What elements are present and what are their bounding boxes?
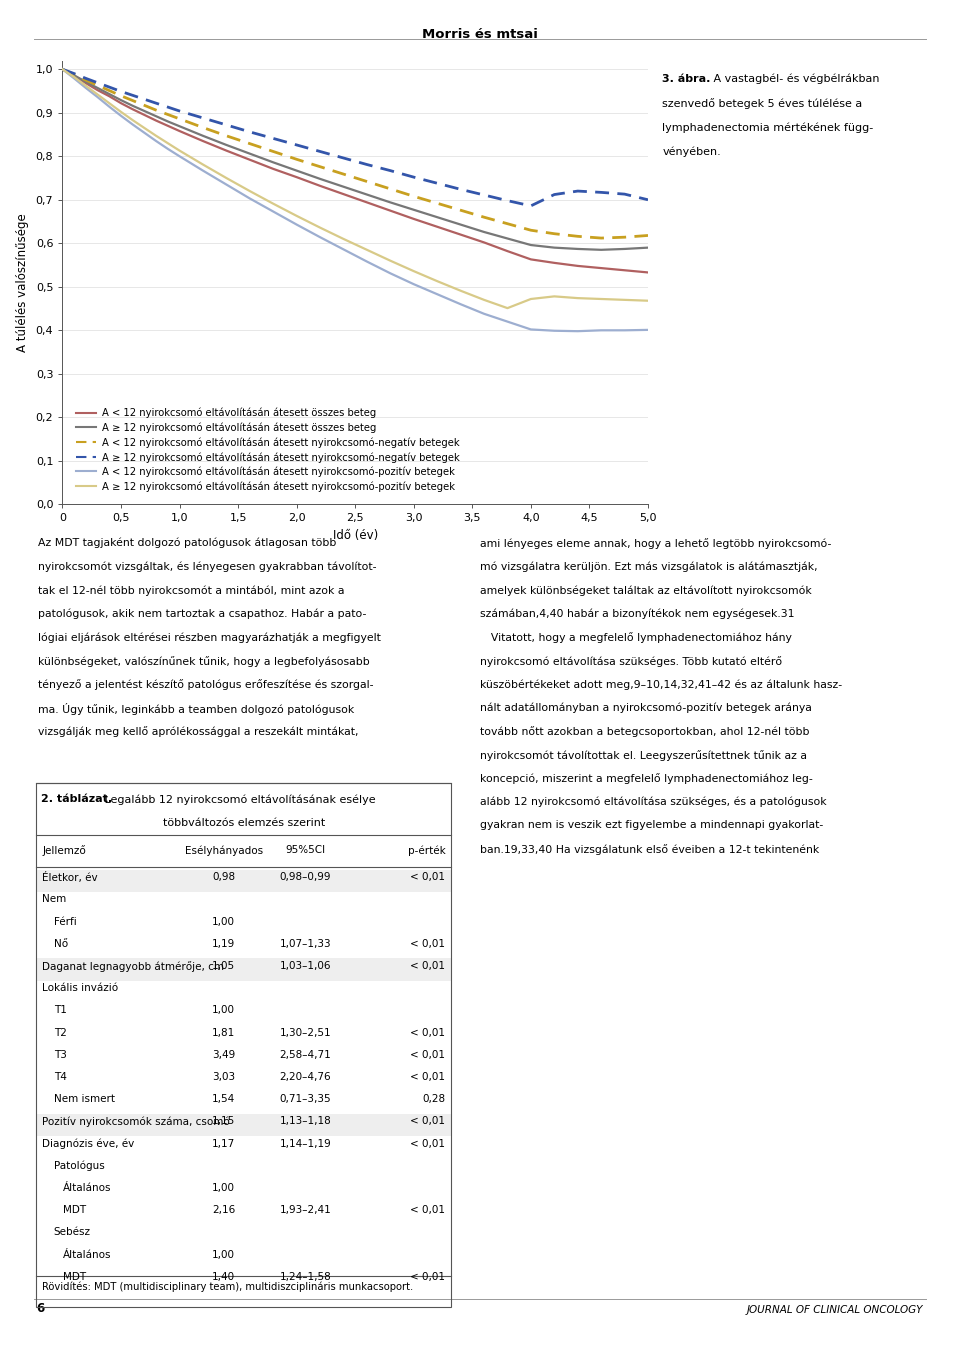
Text: < 0,01: < 0,01 <box>411 960 445 971</box>
Text: 2,20–4,76: 2,20–4,76 <box>279 1072 331 1081</box>
Text: Életkor, év: Életkor, év <box>42 872 98 884</box>
Text: JOURNAL OF CLINICAL ONCOLOGY: JOURNAL OF CLINICAL ONCOLOGY <box>747 1306 924 1315</box>
Text: T2: T2 <box>54 1028 66 1037</box>
Text: Esélyhányados: Esélyhányados <box>184 845 263 855</box>
Text: lymphadenectomia mértékének függ-: lymphadenectomia mértékének függ- <box>662 122 874 133</box>
Text: 1,00: 1,00 <box>212 917 235 927</box>
Text: Rövidítés: MDT (multidisciplinary team), multidiszciplináris munkacsoport.: Rövidítés: MDT (multidisciplinary team),… <box>42 1282 414 1291</box>
Text: nyirokcsomót vizsgáltak, és lényegesen gyakrabban távolítot-: nyirokcsomót vizsgáltak, és lényegesen g… <box>38 562 377 572</box>
Text: amelyek különbségeket találtak az eltávolított nyirokcsomók: amelyek különbségeket találtak az eltávo… <box>480 585 812 596</box>
Text: ban.19,33,40 Ha vizsgálatunk első éveiben a 12-t tekintenénk: ban.19,33,40 Ha vizsgálatunk első éveibe… <box>480 845 819 855</box>
Text: küszöbértékeket adott meg,9–10,14,32,41–42 és az általunk hasz-: küszöbértékeket adott meg,9–10,14,32,41–… <box>480 679 842 690</box>
Text: MDT: MDT <box>63 1272 86 1282</box>
Text: Férfi: Férfi <box>54 917 77 927</box>
Text: Nem: Nem <box>42 894 66 904</box>
Text: szenvedő betegek 5 éves túlélése a: szenvedő betegek 5 éves túlélése a <box>662 98 863 109</box>
Text: < 0,01: < 0,01 <box>411 872 445 882</box>
Text: < 0,01: < 0,01 <box>411 1072 445 1081</box>
Text: 2,58–4,71: 2,58–4,71 <box>279 1050 331 1060</box>
Text: 0,71–3,35: 0,71–3,35 <box>279 1095 331 1104</box>
Text: Jellemző: Jellemző <box>42 845 86 857</box>
Text: < 0,01: < 0,01 <box>411 1050 445 1060</box>
Text: Általános: Általános <box>63 1184 112 1193</box>
Text: 1,19: 1,19 <box>212 939 235 948</box>
Text: tényező a jelentést készítő patológus erőfeszítése és szorgal-: tényező a jelentést készítő patológus er… <box>38 679 373 690</box>
Text: alább 12 nyirokcsomó eltávolítása szükséges, és a patológusok: alább 12 nyirokcsomó eltávolítása szüksé… <box>480 796 827 807</box>
Text: vizsgálják meg kellő aprólékossággal a reszekált mintákat,: vizsgálják meg kellő aprólékossággal a r… <box>38 726 359 737</box>
Text: nyirokcsomót távolítottak el. Leegyszerűsítettnek tűnik az a: nyirokcsomót távolítottak el. Leegyszerű… <box>480 749 807 761</box>
Text: nyirokcsomó eltávolítása szükséges. Több kutató eltérő: nyirokcsomó eltávolítása szükséges. Több… <box>480 655 782 667</box>
Text: 1,54: 1,54 <box>212 1095 235 1104</box>
Text: < 0,01: < 0,01 <box>411 1139 445 1149</box>
Text: 1,00: 1,00 <box>212 1250 235 1259</box>
Text: 1,15: 1,15 <box>212 1116 235 1126</box>
Text: Általános: Általános <box>63 1250 112 1259</box>
Text: Sebész: Sebész <box>54 1228 91 1237</box>
Text: patológusok, akik nem tartoztak a csapathoz. Habár a pato-: patológusok, akik nem tartoztak a csapat… <box>38 608 367 619</box>
Text: T3: T3 <box>54 1050 66 1060</box>
Text: Daganat legnagyobb átmérője, cm: Daganat legnagyobb átmérője, cm <box>42 960 225 972</box>
Text: 0,98–0,99: 0,98–0,99 <box>279 872 331 882</box>
Text: p-érték: p-érték <box>408 845 445 855</box>
Text: 1,40: 1,40 <box>212 1272 235 1282</box>
Text: 1,00: 1,00 <box>212 1184 235 1193</box>
Text: ami lényeges eleme annak, hogy a lehető legtöbb nyirokcsomó-: ami lényeges eleme annak, hogy a lehető … <box>480 538 831 549</box>
Text: Nő: Nő <box>54 939 68 948</box>
Text: 1,00: 1,00 <box>212 1006 235 1015</box>
Text: 1,05: 1,05 <box>212 960 235 971</box>
Text: mó vizsgálatra kerüljön. Ezt más vizsgálatok is alátámasztják,: mó vizsgálatra kerüljön. Ezt más vizsgál… <box>480 562 818 572</box>
Text: tak el 12-nél több nyirokcsomót a mintából, mint azok a: tak el 12-nél több nyirokcsomót a mintáb… <box>38 585 345 596</box>
Text: Az MDT tagjaként dolgozó patológusok átlagosan több: Az MDT tagjaként dolgozó patológusok átl… <box>38 538 337 549</box>
Text: MDT: MDT <box>63 1205 86 1215</box>
Text: A vastagbél- és végbélrákban: A vastagbél- és végbélrákban <box>710 74 880 85</box>
Text: tovább nőtt azokban a betegcsoportokban, ahol 12-nél több: tovább nőtt azokban a betegcsoportokban,… <box>480 726 809 737</box>
Text: 3. ábra.: 3. ábra. <box>662 74 710 83</box>
Text: 1,81: 1,81 <box>212 1028 235 1037</box>
Text: 0,98: 0,98 <box>212 872 235 882</box>
Text: T4: T4 <box>54 1072 66 1081</box>
Text: Patológus: Patológus <box>54 1161 105 1171</box>
X-axis label: Idő (év): Idő (év) <box>332 529 378 542</box>
Text: különbségeket, valószínűnek tűnik, hogy a legbefolyásosabb: különbségeket, valószínűnek tűnik, hogy … <box>38 655 371 667</box>
Text: 1,07–1,33: 1,07–1,33 <box>279 939 331 948</box>
Text: Diagnózis éve, év: Diagnózis éve, év <box>42 1139 134 1149</box>
Text: 1,14–1,19: 1,14–1,19 <box>279 1139 331 1149</box>
Text: vényében.: vényében. <box>662 147 721 157</box>
Text: 3,49: 3,49 <box>212 1050 235 1060</box>
Text: < 0,01: < 0,01 <box>411 1272 445 1282</box>
Text: 2,16: 2,16 <box>212 1205 235 1215</box>
Text: Vitatott, hogy a megfelelő lymphadenectomiához hány: Vitatott, hogy a megfelelő lymphadenecto… <box>480 632 792 643</box>
Text: Nem ismert: Nem ismert <box>54 1095 115 1104</box>
Text: 3,03: 3,03 <box>212 1072 235 1081</box>
Text: 1,30–2,51: 1,30–2,51 <box>279 1028 331 1037</box>
Text: 2. táblázat.: 2. táblázat. <box>41 794 112 804</box>
Text: < 0,01: < 0,01 <box>411 1116 445 1126</box>
Text: < 0,01: < 0,01 <box>411 1205 445 1215</box>
Text: többváltozós elemzés szerint: többváltozós elemzés szerint <box>162 818 325 829</box>
Text: 6: 6 <box>36 1302 45 1315</box>
Text: számában,4,40 habár a bizonyítékok nem egységesek.31: számában,4,40 habár a bizonyítékok nem e… <box>480 608 795 619</box>
Text: 1,03–1,06: 1,03–1,06 <box>279 960 331 971</box>
Text: Lokális invázió: Lokális invázió <box>42 983 118 993</box>
Legend: A < 12 nyirokcsomó eltávolításán átesett összes beteg, A ≥ 12 nyirokcsomó eltávo: A < 12 nyirokcsomó eltávolításán átesett… <box>73 405 463 495</box>
Text: Pozitív nyirokcsomók száma, csomó: Pozitív nyirokcsomók száma, csomó <box>42 1116 230 1127</box>
Text: gyakran nem is veszik ezt figyelembe a mindennapi gyakorlat-: gyakran nem is veszik ezt figyelembe a m… <box>480 820 824 830</box>
Text: 1,24–1,58: 1,24–1,58 <box>279 1272 331 1282</box>
Text: 95%5CI: 95%5CI <box>285 845 325 855</box>
Text: 1,17: 1,17 <box>212 1139 235 1149</box>
Text: Legalább 12 nyirokcsomó eltávolításának esélye: Legalább 12 nyirokcsomó eltávolításának … <box>101 794 375 804</box>
Text: 1,93–2,41: 1,93–2,41 <box>279 1205 331 1215</box>
Text: < 0,01: < 0,01 <box>411 1028 445 1037</box>
Text: nált adatállományban a nyirokcsomó-pozitív betegek aránya: nált adatállományban a nyirokcsomó-pozit… <box>480 702 812 713</box>
Text: T1: T1 <box>54 1006 66 1015</box>
Text: lógiai eljárások eltérései részben magyarázhatják a megfigyelt: lógiai eljárások eltérései részben magya… <box>38 632 381 643</box>
Text: 1,13–1,18: 1,13–1,18 <box>279 1116 331 1126</box>
Text: < 0,01: < 0,01 <box>411 939 445 948</box>
Text: Morris és mtsai: Morris és mtsai <box>422 28 538 42</box>
Y-axis label: A túlélés valószínűsége: A túlélés valószínűsége <box>15 213 29 352</box>
Text: 0,28: 0,28 <box>422 1095 445 1104</box>
Text: ma. Úgy tűnik, leginkább a teamben dolgozó patológusok: ma. Úgy tűnik, leginkább a teamben dolgo… <box>38 702 354 714</box>
Text: koncepció, miszerint a megfelelő lymphadenectomiához leg-: koncepció, miszerint a megfelelő lymphad… <box>480 773 813 784</box>
